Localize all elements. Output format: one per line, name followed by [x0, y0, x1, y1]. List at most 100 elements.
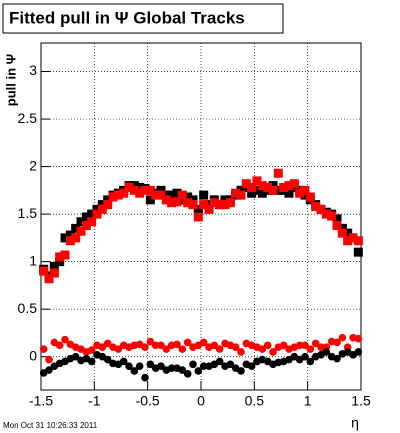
x-tick-label: -0.5 [136, 393, 160, 409]
marker [284, 181, 294, 191]
marker [135, 188, 145, 198]
marker [258, 345, 267, 353]
marker [269, 348, 277, 356]
marker [301, 341, 309, 350]
marker [231, 343, 240, 352]
marker [268, 185, 278, 195]
marker [210, 341, 219, 350]
marker [300, 190, 310, 200]
marker [65, 230, 75, 240]
marker [311, 339, 320, 348]
y-tick-label: 0 [29, 347, 37, 363]
x-axis-label: η [351, 415, 359, 431]
marker [172, 188, 182, 198]
y-axis-label: pull in Ψ [3, 54, 18, 106]
x-tick-label: -1 [88, 393, 101, 409]
marker [252, 185, 262, 195]
marker [237, 348, 245, 356]
timestamp: Mon Oct 31 10:26:33 2011 [3, 421, 98, 430]
marker [199, 338, 208, 347]
marker [241, 179, 251, 189]
marker [172, 197, 182, 207]
marker [194, 367, 203, 375]
marker [332, 221, 342, 231]
marker [284, 188, 294, 198]
marker [71, 352, 80, 361]
marker [157, 362, 165, 371]
x-tick-label: 1.5 [351, 393, 371, 409]
marker [353, 236, 363, 246]
marker [306, 345, 315, 353]
marker [273, 185, 283, 195]
marker [103, 339, 112, 348]
marker [145, 195, 155, 205]
marker [39, 266, 49, 276]
marker [161, 190, 171, 200]
marker [173, 340, 181, 349]
y-tick-label: 3 [29, 62, 37, 78]
marker [61, 335, 69, 344]
marker [332, 214, 342, 224]
marker [327, 211, 337, 221]
marker [226, 360, 235, 369]
marker [129, 181, 139, 191]
marker [161, 195, 171, 205]
marker [273, 168, 283, 178]
marker [316, 204, 326, 214]
marker [279, 183, 289, 193]
marker [146, 360, 155, 369]
marker [177, 195, 187, 205]
marker [44, 274, 54, 284]
marker [55, 341, 64, 350]
marker [183, 192, 193, 202]
marker [156, 190, 166, 200]
marker [237, 367, 245, 375]
marker [76, 217, 86, 227]
y-tick-label: 0.5 [18, 300, 38, 316]
marker [49, 268, 59, 278]
marker [157, 341, 165, 350]
marker [354, 334, 363, 343]
marker [279, 341, 288, 350]
marker [140, 185, 150, 195]
marker [71, 223, 81, 233]
marker [300, 185, 310, 195]
marker [183, 338, 192, 347]
marker [45, 355, 53, 364]
marker [130, 367, 139, 375]
marker [199, 190, 209, 200]
marker [178, 366, 187, 374]
marker [177, 190, 187, 200]
marker [199, 362, 208, 371]
marker [92, 204, 102, 214]
marker [215, 200, 225, 210]
marker [39, 345, 48, 353]
marker [124, 183, 134, 193]
marker [65, 236, 75, 246]
y-tick-label: 1 [29, 252, 37, 268]
marker [354, 348, 363, 356]
marker [81, 221, 91, 231]
x-tick-label: -1.5 [29, 393, 53, 409]
marker [135, 183, 145, 193]
marker [183, 370, 192, 378]
marker [305, 192, 315, 202]
marker [87, 217, 97, 227]
marker [87, 346, 96, 354]
marker [119, 188, 129, 198]
marker [49, 261, 59, 271]
marker [263, 341, 272, 350]
x-tick-label: 1 [304, 393, 312, 409]
marker [333, 338, 341, 347]
marker [119, 357, 128, 366]
marker [252, 176, 262, 186]
marker [215, 357, 224, 366]
marker [295, 341, 304, 350]
marker [103, 200, 113, 210]
marker [55, 252, 65, 262]
marker [87, 209, 97, 219]
marker [108, 192, 118, 202]
marker [135, 362, 144, 371]
marker [81, 212, 91, 222]
